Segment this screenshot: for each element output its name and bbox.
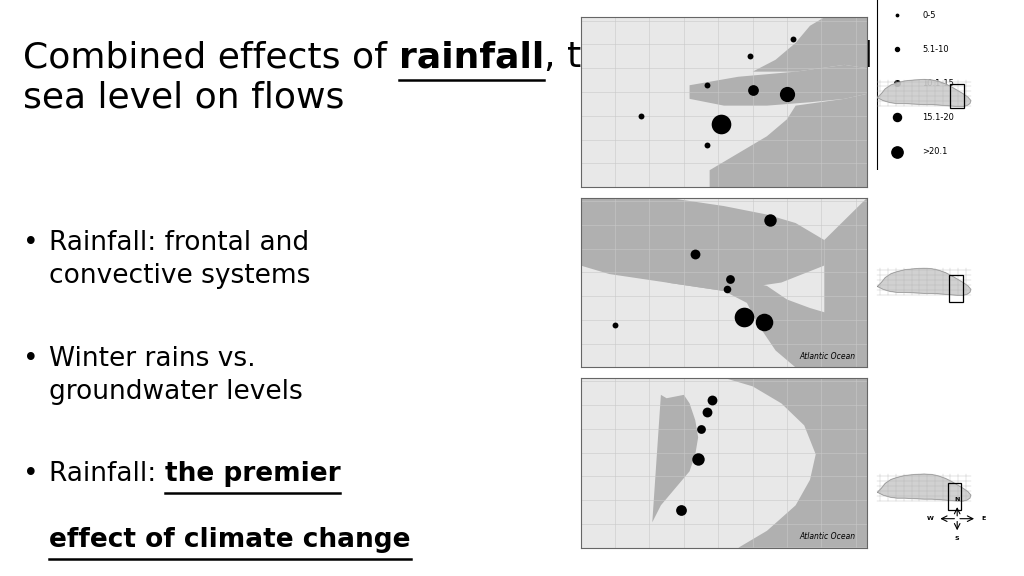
Point <box>698 81 715 90</box>
Polygon shape <box>878 268 971 295</box>
Polygon shape <box>667 279 867 367</box>
Polygon shape <box>824 198 867 367</box>
Text: effect of climate change: effect of climate change <box>49 527 411 553</box>
Point <box>673 506 689 515</box>
Text: the premier: the premier <box>165 461 340 487</box>
Text: Atlantic Ocean: Atlantic Ocean <box>800 532 856 541</box>
Text: >20.1: >20.1 <box>923 147 947 156</box>
Point <box>889 79 905 88</box>
Point <box>889 44 905 54</box>
Text: N: N <box>954 497 959 502</box>
Polygon shape <box>753 17 867 71</box>
Text: sea level on flows: sea level on flows <box>24 80 344 114</box>
Text: •: • <box>24 346 39 372</box>
Point <box>784 35 801 44</box>
Polygon shape <box>878 79 971 107</box>
Text: S: S <box>954 536 959 541</box>
Text: 5.1-10: 5.1-10 <box>923 45 949 54</box>
Text: , temperature and: , temperature and <box>544 40 872 74</box>
Polygon shape <box>689 65 867 105</box>
Point <box>719 285 735 294</box>
Text: Rainfall:: Rainfall: <box>49 461 165 487</box>
Point <box>741 52 758 61</box>
Point <box>779 89 796 98</box>
Text: rainfall: rainfall <box>398 40 544 74</box>
Point <box>607 320 624 329</box>
Polygon shape <box>581 198 824 291</box>
Point <box>698 140 715 149</box>
Polygon shape <box>652 395 698 522</box>
Text: 10.1-15: 10.1-15 <box>923 79 954 88</box>
Text: •: • <box>24 461 39 487</box>
Text: •: • <box>24 230 39 256</box>
Bar <box>947 483 962 510</box>
Point <box>633 111 649 120</box>
Text: W: W <box>927 516 934 521</box>
Point <box>722 275 738 284</box>
Point <box>687 249 703 258</box>
Point <box>889 147 905 156</box>
Polygon shape <box>878 474 971 501</box>
Point <box>744 86 761 95</box>
Point <box>713 120 729 129</box>
Point <box>889 113 905 122</box>
Text: 0-5: 0-5 <box>923 10 936 20</box>
Point <box>756 317 772 326</box>
Point <box>705 395 721 404</box>
Text: Winter rains vs.
groundwater levels: Winter rains vs. groundwater levels <box>49 346 303 404</box>
Point <box>698 407 715 416</box>
Point <box>693 424 710 433</box>
Bar <box>949 275 963 302</box>
Text: Rainfall: frontal and
convective systems: Rainfall: frontal and convective systems <box>49 230 310 289</box>
Point <box>736 312 753 321</box>
Text: E: E <box>982 516 986 521</box>
Text: Combined effects of: Combined effects of <box>24 40 398 74</box>
Bar <box>950 84 964 108</box>
Point <box>690 455 707 464</box>
Text: Atlantic Ocean: Atlantic Ocean <box>800 352 856 361</box>
Text: 15.1-20: 15.1-20 <box>923 113 954 122</box>
Point <box>889 10 905 20</box>
Polygon shape <box>710 94 867 187</box>
Polygon shape <box>724 378 867 548</box>
Point <box>762 215 778 224</box>
